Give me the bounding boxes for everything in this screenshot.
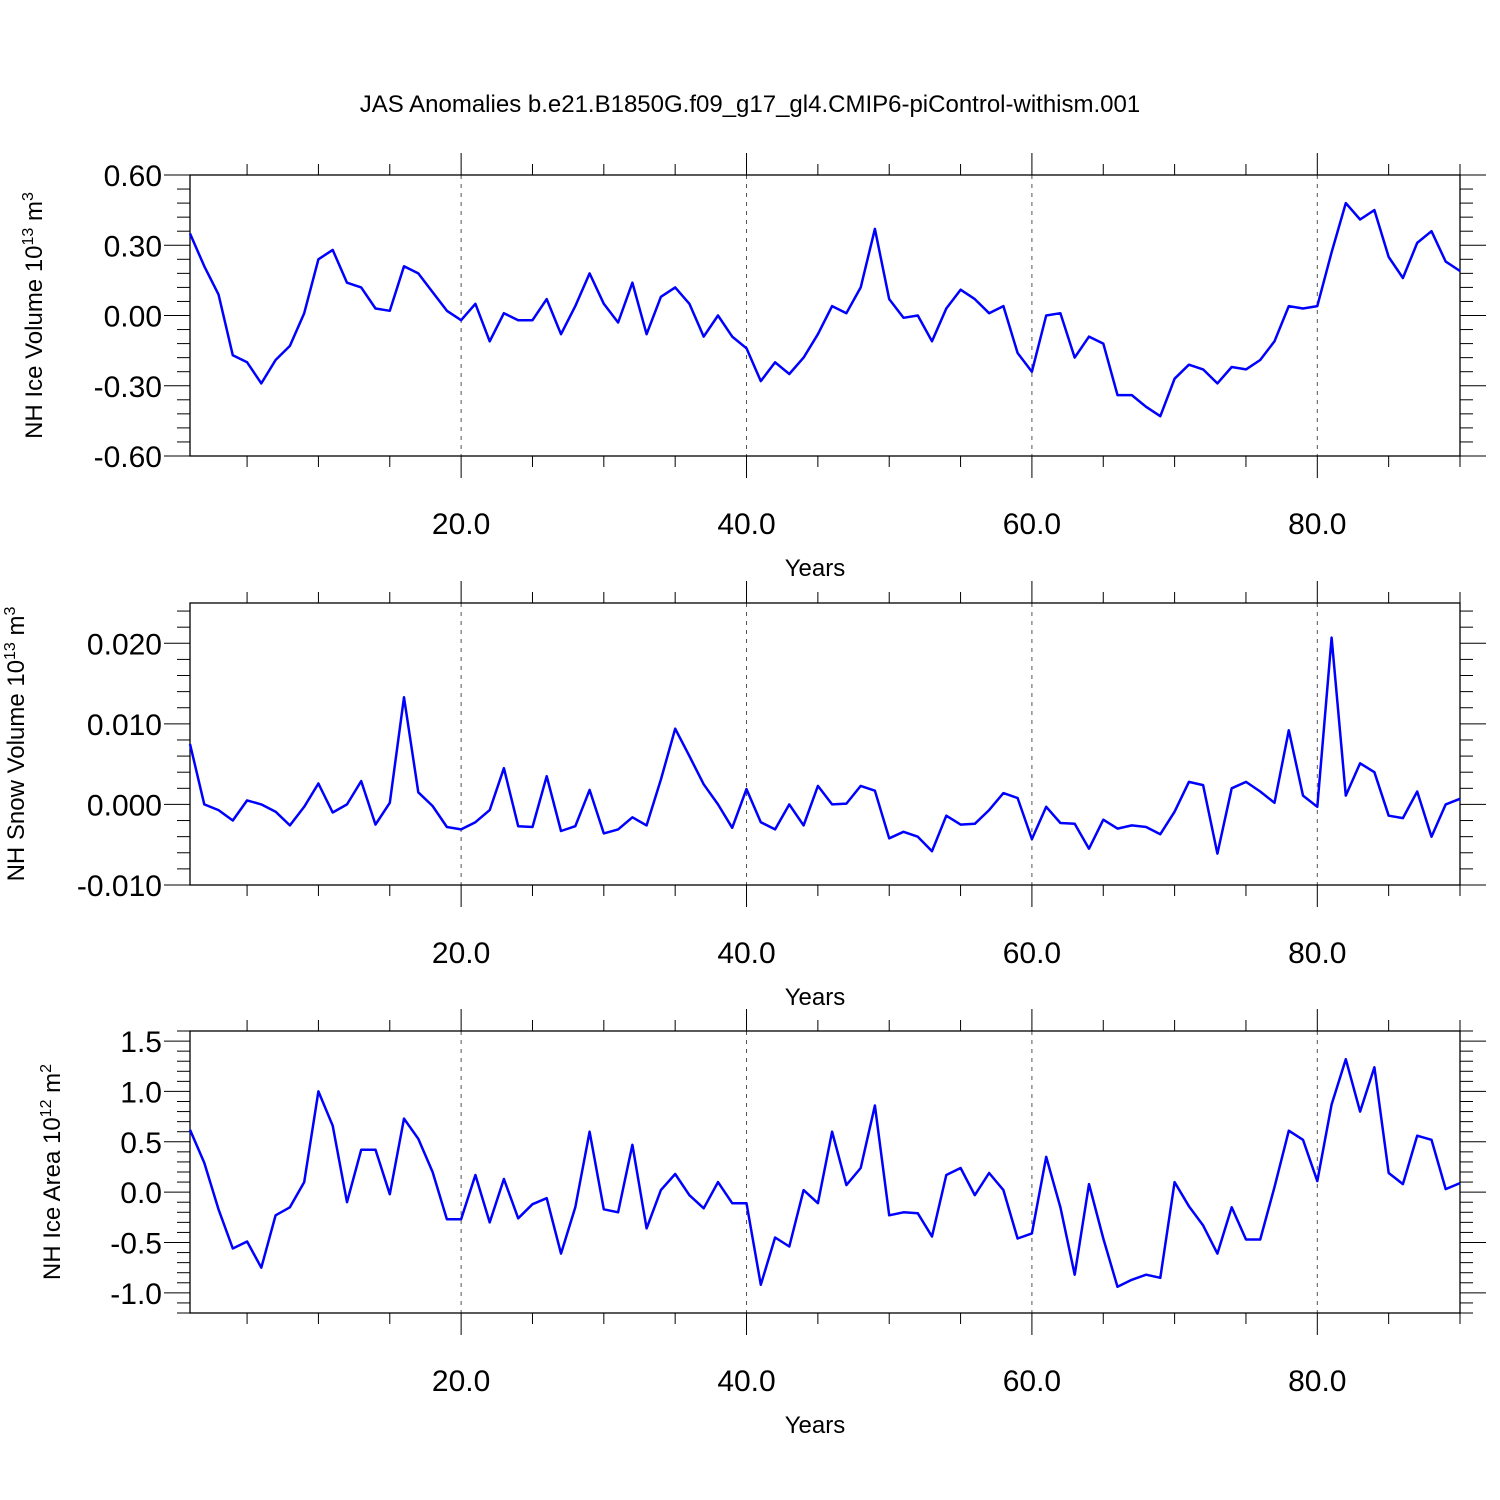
y-tick-label: 0.60: [104, 160, 162, 193]
y-axis-title: NH Ice Volume 1013 m3: [20, 192, 48, 439]
x-tick-label: 80.0: [1288, 1365, 1346, 1398]
y-tick-label: 1.5: [120, 1026, 162, 1059]
y-axis-title: NH Snow Volume 1013 m3: [2, 606, 30, 881]
x-tick-label: 80.0: [1288, 508, 1346, 541]
series-line: [188, 201, 1461, 418]
x-tick-label: 40.0: [717, 508, 775, 541]
x-tick-label: 20.0: [432, 937, 490, 970]
y-tick-label: 1.0: [120, 1076, 162, 1109]
y-tick-label: 0.00: [104, 301, 162, 334]
y-tick-label: -0.60: [94, 441, 162, 474]
x-tick-label: 40.0: [717, 1365, 775, 1398]
y-tick-label: 0.000: [87, 789, 162, 822]
y-tick-label: -0.5: [110, 1228, 162, 1261]
y-tick-label: -0.010: [77, 870, 162, 903]
x-tick-label: 40.0: [717, 937, 775, 970]
x-axis-title: Years: [785, 1412, 846, 1439]
panel-ice-volume: -0.60 -0.30 0.00 0.30 0.60 20.0 40.0 60.0 80.0 Ye…: [20, 153, 1486, 582]
plot-frame: [189, 602, 1461, 886]
x-tick-label: 60.0: [1003, 508, 1061, 541]
series-line: [188, 636, 1461, 855]
panel-snow-volume: -0.010 0.000 0.010 0.020 20.0 40.0 60.0 80.0 Yea…: [2, 581, 1486, 1011]
y-tick-label: 0.30: [104, 230, 162, 263]
x-tick-label: 60.0: [1003, 937, 1061, 970]
y-tick-label: 0.010: [87, 709, 162, 742]
y-tick-label: 0.0: [120, 1177, 162, 1210]
y-axis-title: NH Ice Area 1012 m2: [38, 1064, 66, 1280]
y-tick-label: -1.0: [110, 1278, 162, 1311]
y-tick-label: 0.020: [87, 628, 162, 661]
x-tick-label: 20.0: [432, 1365, 490, 1398]
chart-title: JAS Anomalies b.e21.B1850G.f09_g17_gl4.C…: [360, 91, 1140, 118]
x-tick-label: 20.0: [432, 508, 490, 541]
panel-ice-area: -1.0 -0.5 0.0 0.5 1.0 1.5 20.0 40.0 60.0 80.0 Year…: [38, 1009, 1486, 1439]
x-axis-title: Years: [785, 984, 846, 1011]
series-line: [188, 1057, 1461, 1289]
y-tick-label: -0.30: [94, 371, 162, 404]
plot-frame: [189, 174, 1461, 457]
x-axis-title: Years: [785, 555, 846, 582]
x-tick-label: 60.0: [1003, 1365, 1061, 1398]
x-tick-label: 80.0: [1288, 937, 1346, 970]
y-tick-label: 0.5: [120, 1127, 162, 1160]
